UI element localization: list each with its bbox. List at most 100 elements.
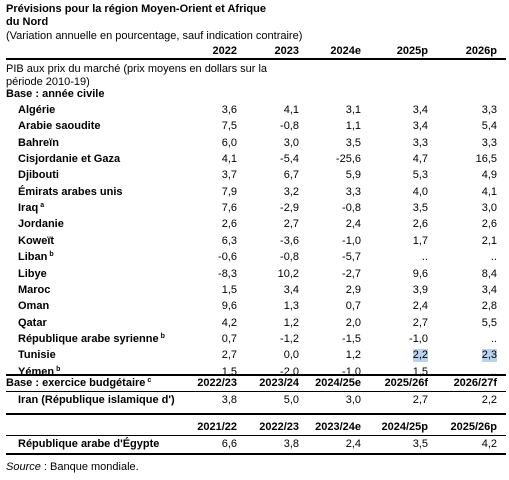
country-name: Arabie saoudite [18, 120, 101, 133]
column-header: 2024/25p [381, 421, 428, 433]
value-cell: -1,0 [409, 332, 428, 345]
country-label: Jordanie [18, 218, 64, 231]
source-label: Source [6, 461, 41, 473]
country-label: Cisjordanie et Gaza [18, 153, 121, 166]
country-name: Algérie [18, 104, 55, 117]
value-cell: 2,6 [481, 218, 497, 231]
value-cell: 9,6 [412, 267, 428, 280]
value-cell: .. [421, 251, 428, 264]
country-label: Djibouti [18, 169, 59, 182]
rule [6, 435, 506, 436]
country-name: Oman [18, 300, 49, 313]
footnote-marker: b [56, 365, 61, 373]
value-cell: 3,4 [481, 283, 497, 296]
value-cell: 2,4 [412, 300, 428, 313]
value-cell: -0,8 [280, 120, 299, 133]
section-label: Base : exercice budgétaire c [6, 377, 151, 390]
title: Prévisions pour la région Moyen-Orient e… [6, 3, 266, 28]
value-cell: -0,8 [280, 251, 299, 264]
value-cell: 3,8 [283, 438, 299, 450]
country-name: Bahreïn [18, 137, 59, 150]
value-cell: 2,3 [481, 349, 497, 363]
rule [6, 453, 506, 455]
value-cell: 1,3 [283, 300, 299, 313]
country-name: Émirats arabes unis [18, 186, 123, 199]
section-label: Base : année civile [6, 88, 105, 100]
country-name: Jordanie [18, 218, 64, 231]
value-cell: 0,7 [345, 300, 361, 313]
value-cell: -5,4 [280, 153, 299, 166]
column-header: 2024/25e [315, 377, 361, 389]
value-cell: 2,7 [221, 349, 237, 362]
value-cell: 4,0 [412, 185, 428, 198]
column-header: 2022 [212, 45, 237, 57]
column-header: 2025p [396, 45, 428, 57]
value-cell: 7,9 [221, 185, 237, 198]
value-cell: 3,4 [283, 283, 299, 296]
value-cell: 2,7 [412, 316, 428, 329]
value-cell: 7,6 [221, 202, 237, 215]
value-cell: 2,1 [481, 234, 497, 247]
value-cell: -1,2 [280, 332, 299, 345]
value-cell: 6,0 [221, 136, 237, 149]
value-cell: -0,8 [342, 202, 361, 215]
value-cell: 4,2 [221, 316, 237, 329]
footnote-marker: a [40, 202, 45, 210]
country-name: Djibouti [18, 169, 59, 182]
value-cell: -5,7 [342, 251, 361, 264]
section-text: Base : exercice budgétaire [6, 377, 146, 389]
country-name: Qatar [18, 317, 47, 330]
value-cell: 2,7 [283, 218, 299, 231]
value-cell: .. [490, 365, 497, 378]
column-header: 2022/23 [259, 421, 299, 433]
value-cell: 5,0 [283, 394, 299, 406]
rule [6, 374, 506, 376]
value-cell: -2,9 [280, 202, 299, 215]
value-cell: 9,6 [221, 300, 237, 313]
country-label: Libye [18, 267, 47, 280]
value-cell: 1,1 [345, 120, 361, 133]
value-cell: 2,0 [345, 316, 361, 329]
value-cell: .. [490, 332, 497, 345]
column-header: 2021/22 [197, 421, 237, 433]
value-cell: -3,6 [280, 234, 299, 247]
country-label: Iraq [18, 202, 39, 215]
column-header: 2024e [330, 45, 361, 57]
rule [6, 391, 506, 392]
value-cell: 3,5 [345, 136, 361, 149]
value-cell: 3,7 [221, 169, 237, 182]
country-name: Cisjordanie et Gaza [18, 153, 120, 166]
country-label: Algérie [18, 104, 56, 116]
country-name: Koweït [18, 235, 54, 248]
value-cell: 4,9 [481, 169, 497, 182]
value-cell: 3,2 [283, 185, 299, 198]
value-cell: 3,3 [412, 136, 428, 149]
country-label: Arabie saoudite [18, 120, 101, 133]
value-cell: 6,3 [221, 234, 237, 247]
indicator: PIB aux prix du marché (prix moyens en d… [6, 63, 268, 88]
column-header: 2023/24 [259, 377, 299, 389]
column-header: 2026/27f [453, 377, 497, 389]
value-cell: 0,0 [283, 349, 299, 362]
value-cell: 2,2 [412, 349, 428, 363]
value-cell: 4,1 [481, 185, 497, 198]
footnote-marker: c [147, 377, 152, 384]
footnote-marker: b [49, 251, 54, 259]
value-cell: 4,1 [221, 153, 237, 166]
value-cell: 1,2 [283, 316, 299, 329]
country-name: Tunisie [18, 349, 56, 362]
value-cell: 2,7 [412, 394, 428, 406]
source-text: : Banque mondiale. [43, 461, 139, 473]
value-cell: -25,6 [335, 153, 361, 166]
country-label: Maroc [18, 283, 51, 296]
rule [6, 413, 506, 415]
value-cell: 0,7 [221, 332, 237, 345]
value-cell: 5,9 [345, 169, 361, 182]
source: Source : Banque mondiale. [6, 461, 139, 474]
column-header: 2025/26p [450, 421, 497, 433]
value-cell: 4,7 [412, 153, 428, 166]
country-name: Iran (République islamique d') [18, 394, 175, 406]
value-cell: 4,1 [283, 104, 299, 116]
country-label: Liban [18, 251, 48, 264]
